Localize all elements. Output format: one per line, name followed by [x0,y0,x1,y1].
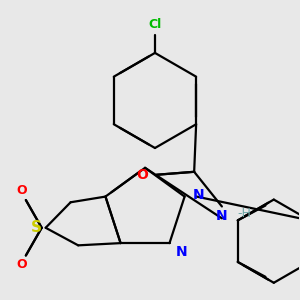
Text: O: O [137,168,148,182]
Text: N: N [176,245,187,259]
Text: O: O [16,184,27,197]
Text: S: S [31,220,42,235]
Text: N: N [193,188,204,202]
Text: -H: -H [238,208,252,220]
Text: Cl: Cl [148,18,162,31]
Text: O: O [16,259,27,272]
Text: N: N [216,209,228,224]
